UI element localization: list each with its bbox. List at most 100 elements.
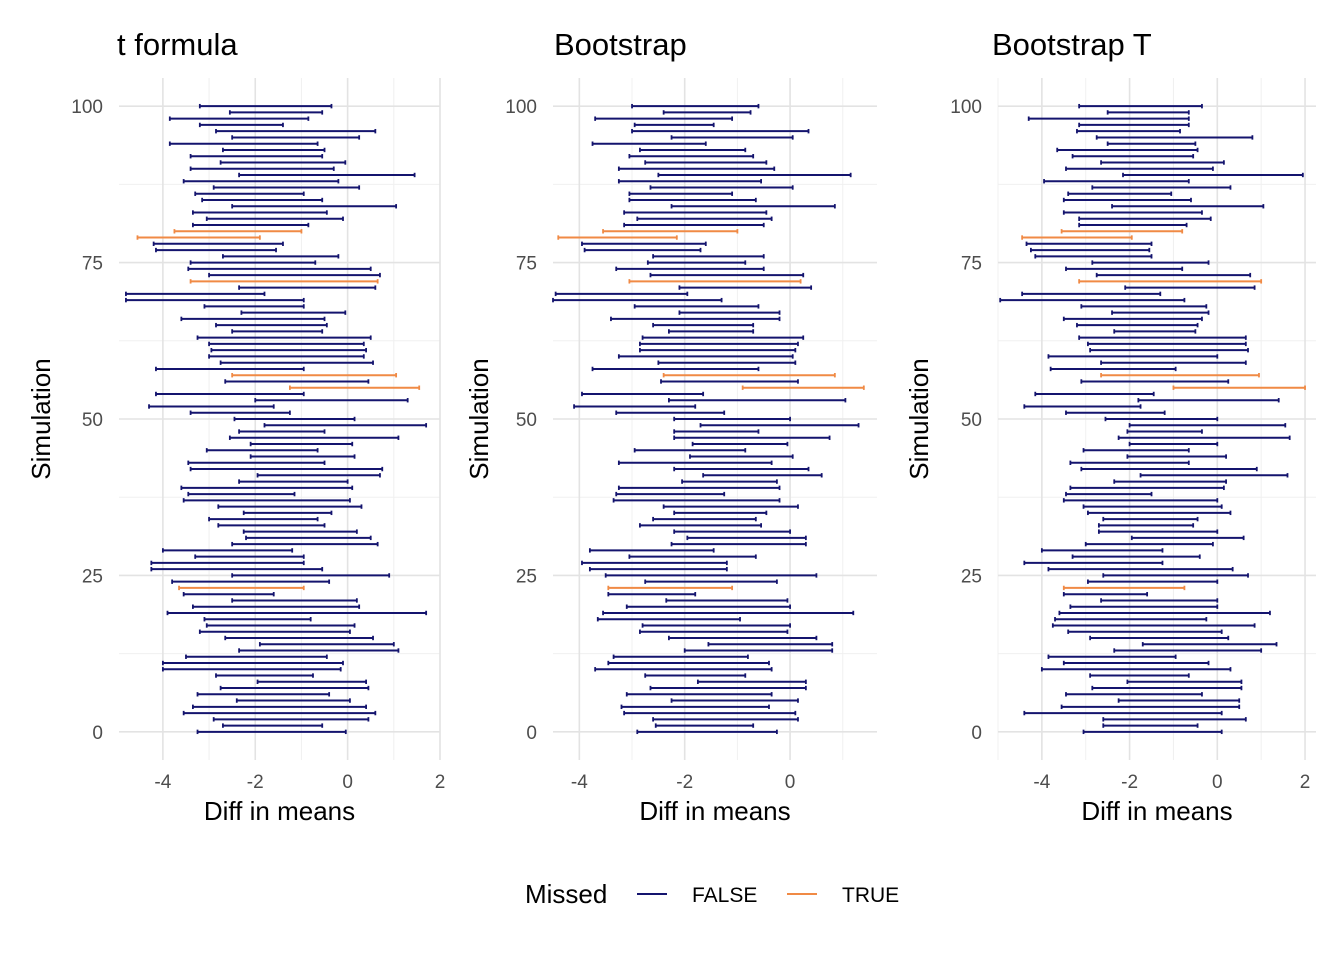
interval-37 [612, 498, 781, 503]
interval-8 [256, 679, 368, 684]
interval-24 [644, 579, 778, 584]
y-tick-label: 75 [516, 254, 537, 275]
interval-55 [741, 385, 865, 390]
interval-22 [1062, 591, 1149, 597]
interval-27 [150, 560, 305, 566]
interval-0 [1082, 729, 1223, 735]
interval-36 [1082, 504, 1223, 509]
interval-65 [652, 322, 755, 328]
interval-72 [628, 279, 802, 284]
interval-1 [1102, 723, 1199, 728]
interval-25 [231, 573, 391, 578]
interval-14 [258, 642, 395, 647]
legend-label-false: FALSE [692, 884, 757, 907]
interval-15 [668, 635, 818, 641]
interval-97 [633, 122, 715, 128]
interval-34 [208, 516, 319, 522]
interval-89 [238, 172, 416, 178]
interval-20 [191, 604, 361, 609]
interval-28 [628, 554, 757, 559]
interval-49 [263, 423, 428, 428]
y-tick-label: 50 [516, 410, 537, 431]
interval-4 [1060, 704, 1241, 710]
interval-25 [1102, 573, 1249, 578]
interval-9 [644, 673, 747, 678]
interval-4 [620, 704, 770, 710]
interval-94 [591, 141, 707, 146]
panel-title: Bootstrap T [992, 27, 1152, 62]
interval-79 [557, 235, 678, 240]
interval-42 [673, 466, 810, 472]
interval-13 [238, 648, 400, 653]
interval-21 [231, 598, 358, 603]
interval-60 [1047, 354, 1219, 359]
interval-44 [689, 454, 794, 459]
interval-81 [191, 222, 310, 228]
interval-64 [1113, 329, 1197, 334]
interval-76 [222, 254, 340, 259]
interval-5 [670, 698, 799, 703]
interval-49 [699, 423, 860, 428]
y-tick-label: 0 [971, 723, 982, 744]
interval-43 [187, 460, 326, 465]
interval-37 [1062, 498, 1219, 503]
interval-74 [615, 266, 765, 272]
interval-44 [1126, 454, 1227, 459]
interval-63 [1078, 335, 1247, 340]
interval-88 [617, 179, 762, 184]
interval-3 [182, 710, 377, 716]
interval-11 [607, 660, 770, 666]
interval-96 [631, 128, 810, 134]
interval-42 [189, 466, 384, 472]
interval-58 [591, 366, 760, 372]
interval-48 [1126, 429, 1203, 434]
interval-24 [1087, 579, 1219, 584]
legend-label-true: TRUE [842, 884, 899, 907]
interval-54 [1034, 391, 1155, 397]
interval-9 [1089, 673, 1190, 678]
interval-84 [231, 204, 398, 209]
interval-13 [1113, 648, 1263, 653]
interval-14 [1141, 642, 1278, 647]
interval-57 [231, 373, 398, 378]
interval-90 [1065, 166, 1214, 171]
interval-38 [187, 491, 296, 497]
interval-17 [641, 623, 791, 628]
interval-7 [219, 685, 370, 691]
interval-87 [649, 185, 794, 190]
y-tick-label: 100 [505, 97, 537, 118]
interval-2 [1102, 717, 1247, 722]
interval-93 [1056, 147, 1199, 153]
y-tick-label: 0 [526, 723, 537, 744]
y-tick-label: 0 [92, 723, 103, 744]
interval-18 [596, 617, 741, 622]
interval-57 [1100, 373, 1260, 378]
x-tick-label: -4 [154, 772, 171, 793]
interval-68 [633, 304, 760, 309]
interval-75 [1091, 260, 1210, 265]
interval-33 [1097, 523, 1195, 528]
x-tick-label: -2 [1121, 772, 1138, 793]
interval-5 [1117, 698, 1241, 703]
interval-63 [641, 335, 805, 340]
x-tick-label: -2 [676, 772, 693, 793]
interval-20 [1069, 604, 1219, 609]
interval-6 [625, 692, 773, 697]
interval-79 [136, 235, 261, 240]
interval-12 [1047, 654, 1177, 659]
interval-41 [1139, 473, 1289, 478]
interval-92 [1071, 154, 1195, 159]
y-tick-label: 100 [71, 97, 103, 118]
interval-series [552, 103, 865, 735]
x-tick-label: 2 [435, 772, 446, 793]
interval-100 [1078, 103, 1203, 109]
interval-54 [155, 391, 305, 397]
y-tick-label: 50 [961, 410, 982, 431]
interval-99 [1106, 110, 1190, 115]
interval-53 [668, 398, 847, 403]
interval-51 [189, 410, 291, 415]
interval-95 [231, 135, 361, 140]
x-tick-label: -4 [571, 772, 588, 793]
x-tick-label: -4 [1033, 772, 1050, 793]
